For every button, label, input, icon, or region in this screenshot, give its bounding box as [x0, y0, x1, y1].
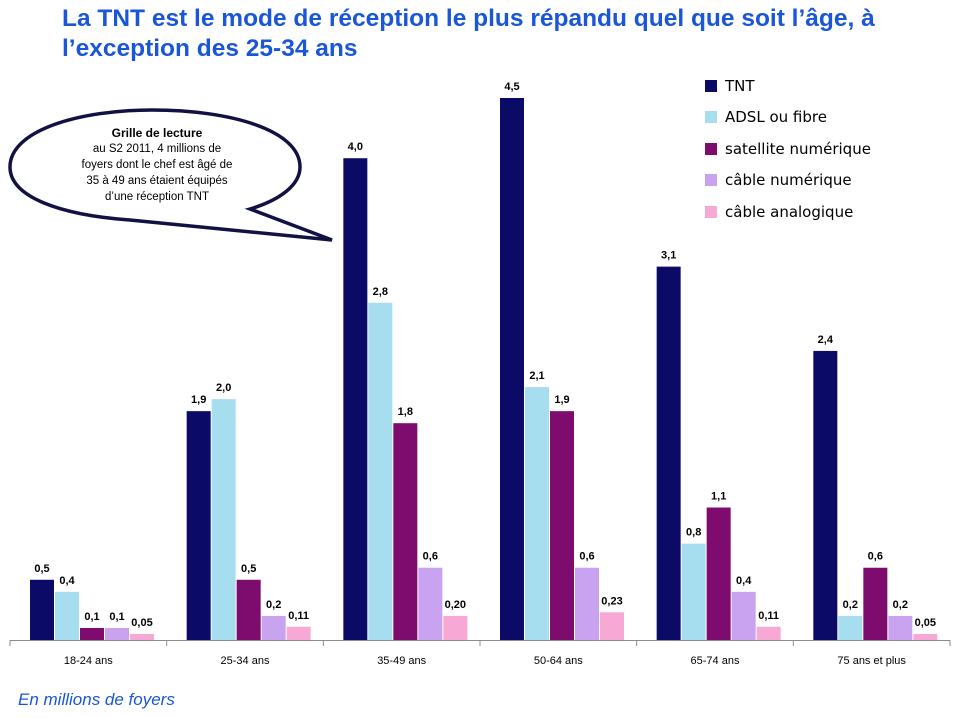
- chart-legend: TNT ADSL ou fibre satellite numérique câ…: [705, 70, 871, 228]
- legend-item-adsl: ADSL ou fibre: [705, 102, 871, 134]
- x-tick-label: 50-64 ans: [534, 655, 583, 667]
- data-label: 0,05: [131, 617, 152, 629]
- data-label: 3,1: [661, 250, 676, 262]
- bar: [681, 543, 706, 640]
- bar: [393, 423, 418, 640]
- bar: [236, 579, 261, 640]
- bar: [550, 411, 574, 640]
- data-label: 2,8: [373, 286, 388, 298]
- legend-label-satellite: satellite numérique: [725, 139, 871, 158]
- data-label: 1,9: [191, 394, 206, 406]
- data-label: 2,0: [216, 382, 231, 394]
- bar: [813, 350, 838, 640]
- legend-swatch-cable-analogique: [705, 205, 717, 218]
- bar: [368, 302, 393, 640]
- bar: [913, 633, 938, 640]
- bar: [186, 411, 211, 640]
- reading-guide-title: Grille de lecture: [111, 126, 203, 140]
- bar: [525, 387, 549, 640]
- bar: [443, 615, 468, 640]
- legend-swatch-tnt: [705, 79, 717, 92]
- data-label: 2,1: [529, 370, 544, 382]
- bar: [261, 615, 286, 640]
- bar: [706, 507, 731, 640]
- legend-label-tnt: TNT: [725, 76, 755, 95]
- x-tick-label: 35-49 ans: [377, 655, 426, 667]
- bar: [731, 591, 756, 640]
- data-label: 4,0: [348, 141, 363, 153]
- data-label: 0,5: [241, 563, 256, 575]
- bar: [600, 612, 624, 640]
- data-label: 0,23: [601, 595, 622, 607]
- data-label: 0,6: [423, 551, 438, 563]
- data-label: 0,11: [758, 610, 779, 622]
- legend-swatch-satellite: [705, 142, 717, 155]
- data-label: 0,2: [843, 599, 858, 611]
- data-label: 0,05: [915, 617, 936, 629]
- data-label: 1,9: [554, 394, 569, 406]
- bar: [500, 98, 524, 640]
- bar: [888, 615, 913, 640]
- data-label: 0,6: [868, 551, 883, 563]
- legend-swatch-cable-numerique: [705, 174, 717, 187]
- reading-guide-note: Grille de lecture au S2 2011, 4 millions…: [74, 125, 240, 205]
- data-label: 0,4: [736, 575, 752, 587]
- reading-guide-line: au S2 2011, 4 millions de: [92, 143, 222, 155]
- data-label: 4,5: [504, 81, 519, 93]
- data-label: 0,1: [109, 611, 124, 623]
- bar: [105, 627, 129, 640]
- data-label: 0,4: [59, 575, 75, 587]
- legend-item-cable-numerique: câble numérique: [705, 165, 871, 197]
- reading-guide-line: d’une réception TNT: [105, 191, 209, 203]
- legend-item-cable-analogique: câble analogique: [705, 196, 871, 228]
- chart-title: La TNT est le mode de réception le plus …: [62, 5, 875, 62]
- bar: [55, 591, 79, 640]
- bar: [80, 627, 104, 640]
- data-label: 0,2: [893, 599, 908, 611]
- bar: [130, 633, 154, 640]
- bar: [656, 266, 681, 640]
- bar: [286, 626, 311, 640]
- data-label: 0,1: [84, 611, 99, 623]
- data-label: 0,20: [445, 599, 466, 611]
- data-label: 0,11: [288, 610, 309, 622]
- legend-label-cable-numerique: câble numérique: [725, 171, 852, 190]
- legend-item-tnt: TNT: [705, 70, 871, 102]
- x-tick-label: 75 ans et plus: [837, 655, 906, 667]
- data-label: 0,5: [34, 563, 49, 575]
- legend-item-satellite: satellite numérique: [705, 133, 871, 165]
- reading-guide-line: 35 à 49 ans étaient équipés: [86, 175, 228, 187]
- data-label: 1,1: [711, 491, 726, 503]
- bar: [575, 567, 599, 640]
- unit-footnote: En millions de foyers: [18, 690, 175, 709]
- legend-label-cable-analogique: câble analogique: [725, 202, 854, 221]
- bar: [211, 399, 236, 640]
- bar: [756, 626, 781, 640]
- speech-bubble: [8, 108, 333, 242]
- legend-swatch-adsl: [705, 111, 717, 124]
- x-tick-label: 18-24 ans: [64, 655, 113, 667]
- bar: [30, 579, 54, 640]
- legend-label-adsl: ADSL ou fibre: [725, 108, 827, 127]
- data-label: 2,4: [818, 334, 834, 346]
- reading-guide-line: foyers dont le chef est âgé de: [81, 159, 233, 171]
- x-tick-label: 25-34 ans: [221, 655, 270, 667]
- bar: [838, 615, 863, 640]
- bar: [418, 567, 443, 640]
- data-label: 0,8: [686, 527, 701, 539]
- data-label: 1,8: [398, 406, 413, 418]
- bar: [863, 567, 888, 640]
- x-tick-label: 65-74 ans: [691, 655, 740, 667]
- bar: [343, 158, 368, 640]
- data-label: 0,2: [266, 599, 281, 611]
- data-label: 0,6: [579, 551, 594, 563]
